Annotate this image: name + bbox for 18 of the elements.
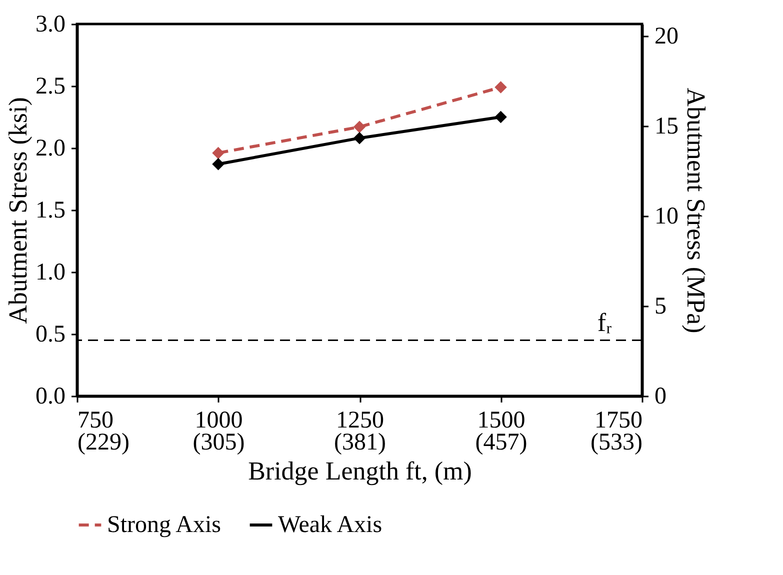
y2-tick-label: 20 (654, 24, 678, 50)
ref-line-label: fᵣ (597, 308, 612, 338)
y-tick-label: 1.5 (36, 198, 66, 224)
y-tick-label: 2.0 (36, 136, 66, 162)
y2-tick-label: 10 (654, 204, 678, 230)
legend-label: Weak Axis (278, 512, 382, 538)
y-axis-title: Abutment Stress (ksi) (4, 97, 32, 324)
y-tick-label: 3.0 (36, 12, 66, 38)
y-tick-label: 0.0 (36, 384, 66, 410)
y-tick-label: 0.5 (36, 322, 66, 348)
y-tick-label: 1.0 (36, 260, 66, 286)
legend-label: Strong Axis (107, 512, 222, 538)
x-axis-title: Bridge Length ft, (m) (248, 456, 472, 486)
y-tick-label: 2.5 (36, 74, 66, 100)
y2-tick-label: 5 (654, 294, 666, 320)
y2-tick-label: 0 (654, 384, 666, 410)
y2-tick-label: 15 (654, 114, 678, 140)
y2-axis-title: Abutment Stress (MPa) (682, 88, 710, 334)
